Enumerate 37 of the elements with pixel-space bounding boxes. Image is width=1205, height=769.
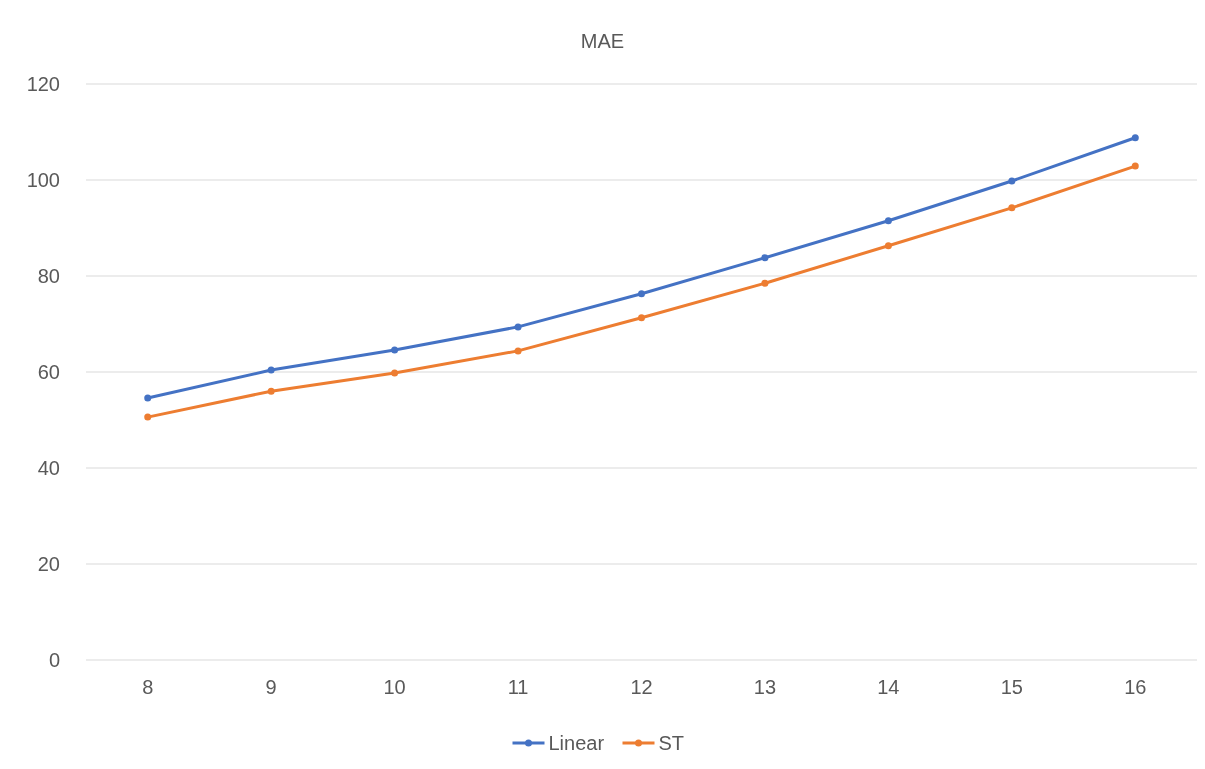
point — [514, 323, 522, 331]
x-tick-label: 11 — [507, 676, 529, 698]
x-tick-label: 14 — [877, 676, 900, 698]
point — [1131, 134, 1139, 142]
point — [144, 394, 152, 402]
x-tick-label: 15 — [1000, 676, 1023, 698]
y-tick-label: 100 — [26, 169, 60, 191]
legend-label: Linear — [548, 732, 605, 754]
x-tick-label: 9 — [265, 676, 277, 698]
point — [884, 242, 892, 250]
x-tick-label: 12 — [630, 676, 653, 698]
point — [514, 347, 522, 355]
point — [638, 290, 645, 298]
x-tick-label: 8 — [142, 676, 154, 698]
point — [761, 279, 769, 287]
y-tick-label: 60 — [37, 361, 60, 383]
point — [391, 346, 399, 354]
point — [638, 314, 645, 322]
point — [1131, 162, 1139, 170]
y-tick-label: 0 — [48, 649, 60, 671]
x-tick-label: 16 — [1124, 676, 1147, 698]
y-tick-label: 20 — [37, 553, 60, 575]
chart-title: MAE — [580, 30, 625, 52]
y-tick-label: 120 — [26, 73, 60, 95]
x-tick-label: 10 — [383, 676, 406, 698]
legend-label: ST — [658, 732, 685, 754]
point — [884, 217, 892, 225]
point — [391, 369, 399, 377]
point — [1008, 204, 1016, 212]
point — [1008, 177, 1016, 185]
point — [144, 413, 152, 421]
point — [761, 254, 769, 262]
y-tick-label: 80 — [37, 265, 60, 287]
point — [267, 387, 275, 395]
y-tick-label: 40 — [37, 457, 60, 479]
point — [267, 366, 275, 374]
x-tick-label: 13 — [753, 676, 777, 698]
